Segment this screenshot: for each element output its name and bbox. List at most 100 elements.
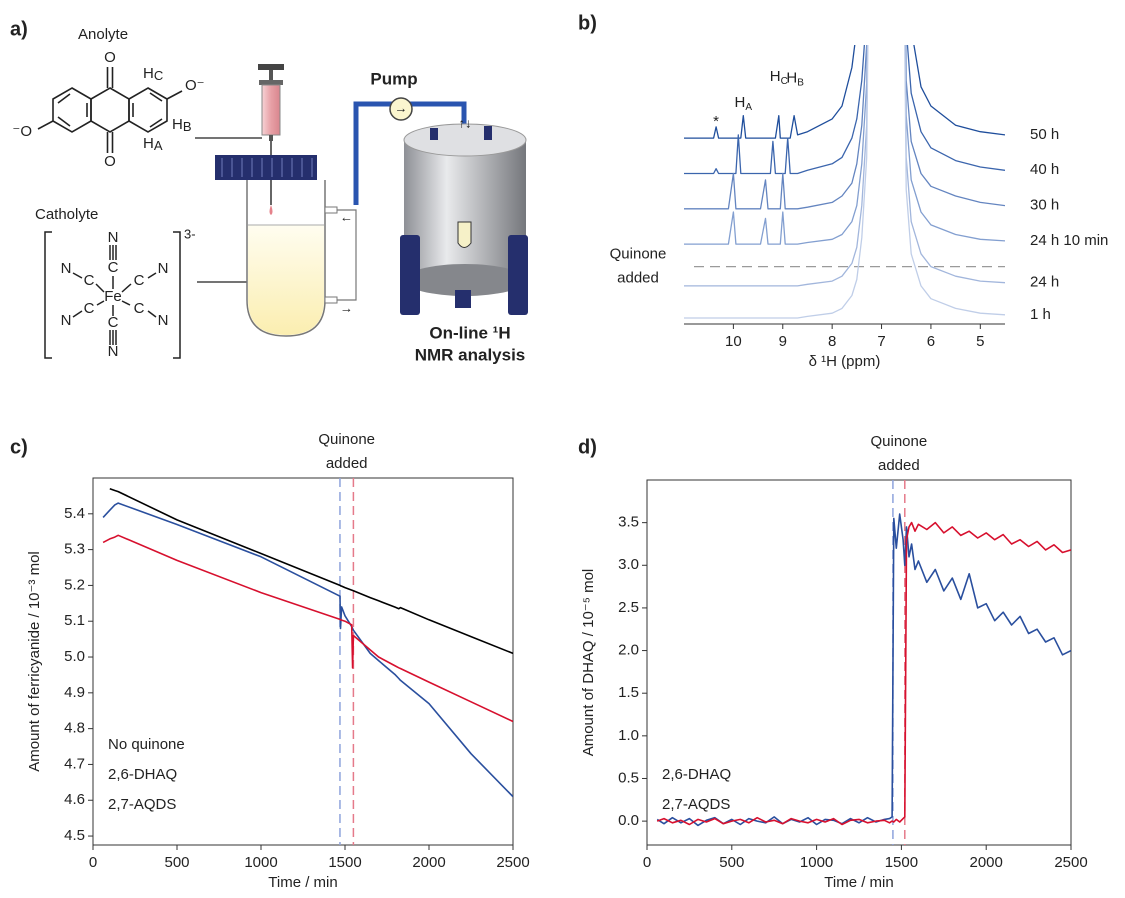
y-tick-label: 4.8 [64,720,85,737]
annotation: added [617,270,659,287]
peak-label-text: H [735,94,746,111]
y-tick-label: 0.0 [618,812,639,829]
y-tick-label: 2.5 [618,599,639,616]
annotation: added [326,455,368,472]
legend-label: 2,7-AQDS [662,796,730,813]
x-tick-label: 500 [164,854,189,871]
atom-label: C [108,259,119,276]
series-line [684,45,1005,287]
x-tick-label: 10 [725,333,742,350]
atom-label: O⁻ [185,77,205,94]
panel-label: b) [578,12,597,34]
flow-arrow: → [340,300,353,315]
series-line [684,45,1005,319]
x-tick-label: 1000 [800,854,833,871]
series-line [102,534,513,723]
peak-label-text: H [770,68,781,85]
nmr-label: NMR analysis [415,345,526,364]
atom-label: N [61,312,72,329]
y-tick-label: 3.5 [618,514,639,531]
catholyte-label: Catholyte [35,206,98,223]
x-tick-label: 2000 [412,854,445,871]
x-tick-label: 0 [643,854,651,871]
legend-label: 2,6-DHAQ [108,766,177,783]
nmr-label: On-line ¹H [429,323,510,342]
atom-label: O [104,153,116,170]
proton-text: H [143,65,154,82]
peak-label: HB [786,70,804,89]
series-line [656,521,1071,826]
proton-text: H [172,116,183,133]
legend-label: 24 h [1030,274,1059,291]
pump-arrow: → [395,100,408,115]
atom-label: N [108,229,119,246]
x-tick-label: 0 [89,854,97,871]
series-line [684,45,1005,139]
atom-label: Fe [104,288,122,305]
legend-label: 1 h [1030,306,1051,323]
plot-frame [646,479,1072,846]
x-tick-label: 1500 [328,854,361,871]
y-tick-label: 4.7 [64,755,85,772]
annotation: added [878,457,920,474]
y-tick-label: 4.9 [64,684,85,701]
peak-label-sub: A [745,101,752,112]
peak-label: HC [770,68,788,87]
chart: 0 500 1000 1500 2000 2500 Time / min 0.0 0.5 1.0 1… [580,433,1088,891]
plot-frame [92,477,514,846]
apparatus: ← → → ↑↓ [215,64,528,337]
atom-label: C [84,272,95,289]
proton-label: HB [172,116,192,134]
panel-label: c) [10,436,28,458]
y-tick-label: 5.4 [64,505,85,522]
y-tick-label: 5.1 [64,612,85,629]
series-line [684,45,1005,245]
proton-sub: C [154,68,163,83]
atom-label: C [84,300,95,317]
charge-label: 3- [184,226,196,241]
x-tick-label: 2500 [496,854,529,871]
atom-label: N [158,312,169,329]
x-axis-label: Time / min [824,874,893,891]
y-axis-label: Amount of ferricyanide / 10⁻³ mol [26,551,43,772]
panel-label: d) [578,436,597,458]
chart: 10 9 8 7 6 5 δ ¹H (ppm) Quinone added 50 h 40 h 30 … [610,45,1108,370]
legend-label: 40 h [1030,161,1059,178]
peak-label-text: H [786,70,797,87]
x-axis-label: δ ¹H (ppm) [809,353,881,370]
x-tick-label: 1000 [244,854,277,871]
x-tick-label: 1500 [885,854,918,871]
y-tick-label: 4.6 [64,791,85,808]
legend-label: 2,7-AQDS [108,796,176,813]
atom-label: O [104,49,116,66]
peak-label-text: * [713,113,719,130]
legend-label: 30 h [1030,197,1059,214]
series-line [684,45,1005,210]
annotation: Quinone [318,431,375,448]
proton-text: H [143,135,154,152]
proton-sub: A [154,138,163,153]
x-tick-label: 6 [927,333,935,350]
x-tick-label: 2500 [1054,854,1087,871]
catholyte-structure [44,231,275,359]
y-tick-label: 3.0 [618,556,639,573]
atom-label: ⁻O [12,123,32,140]
atom-label: N [61,260,72,277]
legend-label: 2,6-DHAQ [662,766,731,783]
pump-label: Pump [370,69,417,88]
atom-label: C [108,314,119,331]
peak-label: * [713,113,719,130]
annotation: Quinone [610,246,667,263]
y-tick-label: 1.0 [618,727,639,744]
panel-label: a) [10,18,28,40]
chart: 0 500 1000 1500 2000 2500 Time / min 4.5 4.6 4.7 4… [26,431,530,891]
nmr-arrows: ↑↓ [459,115,472,130]
y-axis-label: Amount of DHAQ / 10⁻⁵ mol [580,569,597,757]
series-line [109,487,513,655]
x-tick-label: 5 [976,333,984,350]
legend-label: No quinone [108,736,185,753]
y-tick-label: 0.5 [618,769,639,786]
y-tick-label: 1.5 [618,684,639,701]
anolyte-structure [37,67,262,153]
